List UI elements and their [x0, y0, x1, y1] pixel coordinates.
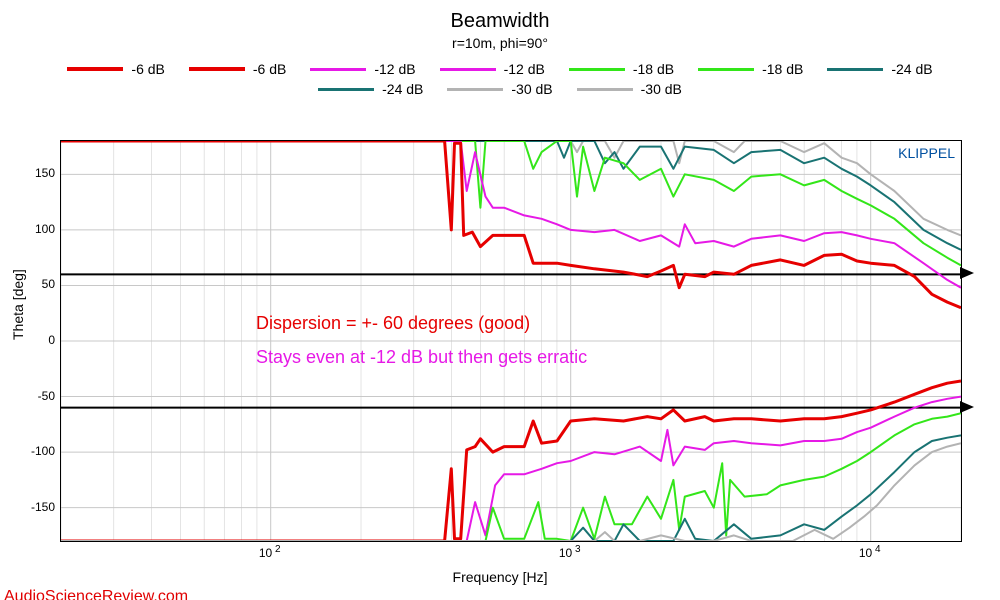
series--30-dB-upper [61, 141, 961, 235]
legend-item: -12 dB [440, 61, 545, 77]
arrowhead-icon [960, 267, 974, 279]
site-watermark: AudioScienceReview.com [4, 588, 188, 600]
legend-label: -6 dB [131, 61, 164, 77]
plot-wrapper: KLIPPEL [60, 140, 960, 540]
legend-swatch [569, 68, 625, 71]
legend-item: -6 dB [189, 61, 286, 77]
series--24-dB-lower [61, 435, 961, 541]
legend-label: -12 dB [504, 61, 545, 77]
legend-label: -6 dB [253, 61, 286, 77]
series--6-dB-upper [61, 141, 961, 308]
legend-swatch [827, 68, 883, 71]
y-tick-label: -50 [25, 389, 55, 403]
x-tick-label: 10 4 [859, 544, 881, 560]
legend-item: -24 dB [827, 61, 932, 77]
y-tick-label: -150 [25, 500, 55, 514]
plot-svg [61, 141, 961, 541]
legend-label: -30 dB [511, 81, 552, 97]
annotation-text: Dispersion = +- 60 degrees (good) [256, 313, 530, 334]
legend-swatch [447, 88, 503, 91]
legend-swatch [577, 88, 633, 91]
legend-swatch [189, 67, 245, 71]
legend-swatch [318, 88, 374, 91]
legend-item: -30 dB [577, 81, 682, 97]
legend-item: -18 dB [569, 61, 674, 77]
y-axis-label: Theta [deg] [10, 269, 26, 340]
x-tick-label: 10 2 [259, 544, 281, 560]
legend-swatch [310, 68, 366, 71]
chart-container: Beamwidth r=10m, phi=90° -6 dB -6 dB -12 d… [0, 10, 1000, 600]
arrowhead-icon [960, 401, 974, 413]
legend-swatch [440, 68, 496, 71]
legend-item: -24 dB [318, 81, 423, 97]
legend: -6 dB -6 dB -12 dB -12 dB -18 dB -18 dB -24 dB… [50, 59, 950, 99]
series--6-dB-lower [61, 381, 961, 541]
legend-swatch [67, 67, 123, 71]
legend-label: -12 dB [374, 61, 415, 77]
y-tick-label: 150 [25, 166, 55, 180]
series--30-dB-lower [61, 443, 961, 541]
series--12-dB-upper [61, 141, 961, 288]
plot-area: KLIPPEL [60, 140, 962, 542]
legend-label: -18 dB [762, 61, 803, 77]
chart-title: Beamwidth [0, 10, 1000, 33]
legend-label: -24 dB [891, 61, 932, 77]
legend-swatch [698, 68, 754, 71]
legend-item: -30 dB [447, 81, 552, 97]
x-axis-label: Frequency [Hz] [0, 569, 1000, 585]
legend-label: -30 dB [641, 81, 682, 97]
y-tick-label: 100 [25, 222, 55, 236]
series--18-dB-lower [61, 413, 961, 541]
legend-label: -24 dB [382, 81, 423, 97]
y-tick-label: 0 [25, 333, 55, 347]
legend-item: -18 dB [698, 61, 803, 77]
annotation-text: Stays even at -12 dB but then gets errat… [256, 347, 587, 368]
legend-item: -6 dB [67, 61, 164, 77]
chart-subtitle: r=10m, phi=90° [0, 35, 1000, 51]
legend-label: -18 dB [633, 61, 674, 77]
legend-item: -12 dB [310, 61, 415, 77]
y-tick-label: -100 [25, 444, 55, 458]
x-tick-label: 10 3 [559, 544, 581, 560]
y-tick-label: 50 [25, 277, 55, 291]
